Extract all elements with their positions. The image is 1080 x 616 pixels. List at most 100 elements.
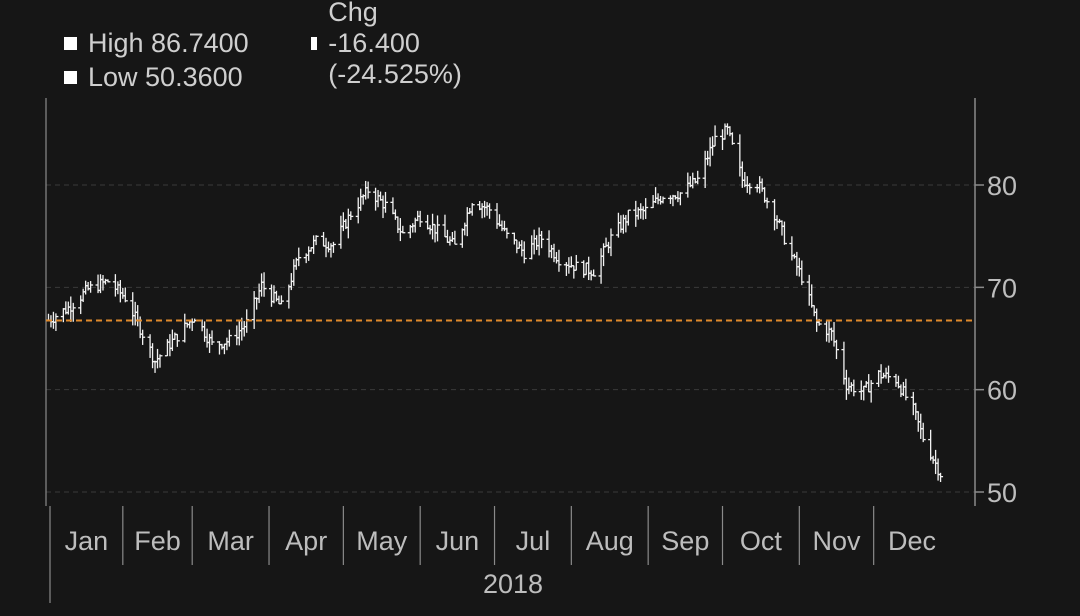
ohlc-bar-131 [499,220,505,232]
ohlc-bar-69 [286,284,292,309]
ohlc-bar-158 [591,269,597,277]
ohlc-bar-145 [549,244,555,259]
x-tick-label-nov: Nov [812,526,861,556]
ohlc-bar-197 [727,126,733,137]
ohlc-bar-65 [271,285,277,304]
grid-layer [46,184,975,493]
ohlc-bar-176 [655,193,661,205]
ohlc-bar-147 [553,251,559,264]
legend-chg: Chg -16.400 (-24.525%) [311,0,469,90]
ohlc-bar-220 [809,284,815,308]
ohlc-bar-83 [330,241,336,253]
ohlc-bar-212 [779,220,785,236]
ohlc-bar-93 [365,181,371,199]
ohlc-bar-193 [712,125,718,147]
ohlc-bar-183 [677,192,683,206]
ohlc-bar-256 [933,449,939,475]
ohlc-bar-230 [843,369,849,400]
ohlc-bar-240 [878,364,884,384]
ohlc-bar-166 [620,214,626,234]
ohlc-bar-122 [467,208,473,215]
ohlc-bar-26 [135,305,141,327]
ohlc-bar-45 [202,321,208,342]
ohlc-bar-254 [928,429,934,461]
ohlc-bar-253 [920,422,926,443]
ohlc-bar-3 [53,313,59,331]
ohlc-bar-149 [563,262,569,276]
ohlc-bar-196 [724,123,730,135]
ohlc-bar-111 [430,213,436,240]
ohlc-bar-218 [799,260,805,286]
ohlc-bar-139 [529,235,535,260]
ohlc-bar-238 [868,380,874,403]
ohlc-bar-178 [660,196,666,204]
ohlc-bar-126 [482,200,488,218]
ohlc-bars [45,123,944,483]
x-tick-label-feb: Feb [134,526,181,556]
ohlc-bar-18 [105,279,111,283]
ohlc-bar-191 [707,137,713,167]
ohlc-bar-247 [900,381,906,397]
ohlc-bar-16 [100,275,106,291]
ohlc-bar-61 [256,283,262,304]
legend-row-1: High 86.7400 Chg -16.400 (-24.525%) [64,0,462,89]
ohlc-bar-64 [269,284,274,307]
ohlc-bar-228 [833,339,839,360]
ohlc-bar-54 [234,325,240,346]
ohlc-bar-77 [311,235,317,254]
legend: High 86.7400 Chg -16.400 (-24.525%) Low … [64,0,462,94]
ohlc-bar-79 [321,231,327,247]
ohlc-bar-39 [182,313,188,343]
ohlc-bar-37 [172,332,178,340]
ohlc-bar-84 [338,215,344,249]
ohlc-bar-6 [65,301,71,315]
ohlc-bar-225 [826,320,832,343]
ohlc-bar-154 [581,260,587,278]
ohlc-bar-171 [638,203,644,219]
ohlc-bar-94 [373,187,379,211]
ohlc-bar-115 [444,229,450,243]
ohlc-bar-134 [511,232,517,245]
ohlc-bar-118 [452,230,458,245]
ohlc-bar-25 [132,301,138,326]
ohlc-bar-17 [102,278,108,285]
ohlc-bar-141 [534,235,540,250]
ohlc-bar-144 [546,230,552,258]
x-tick-label-dec: Dec [888,526,936,556]
ohlc-bar-101 [395,216,401,234]
ohlc-bar-243 [886,365,892,383]
ohlc-bar-244 [893,373,899,387]
ohlc-bar-203 [747,183,753,195]
ohlc-bar-209 [772,199,778,231]
ohlc-bar-182 [675,191,681,203]
ohlc-bar-143 [539,230,545,249]
ohlc-bar-159 [598,248,604,284]
ohlc-bar-165 [618,215,624,233]
ohlc-bar-227 [831,322,837,347]
ohlc-bar-73 [296,247,302,267]
ohlc-bar-148 [556,249,562,272]
ohlc-bar-235 [861,385,867,401]
ohlc-bar-221 [811,304,817,317]
ohlc-bar-138 [521,241,527,264]
ohlc-bar-105 [410,223,416,233]
ohlc-bar-121 [464,207,470,237]
ohlc-bar-9 [78,295,84,315]
legend-chg-swatch [311,36,318,50]
ohlc-bar-51 [221,343,227,355]
ohlc-bar-71 [291,259,297,286]
ohlc-bar-59 [251,291,257,329]
legend-high: High 86.7400 [64,28,249,59]
ohlc-bar-49 [216,341,222,355]
ohlc-bar-92 [363,180,369,200]
ohlc-bar-133 [504,227,510,239]
ohlc-bar-142 [536,227,542,256]
ohlc-bar-168 [625,209,631,226]
ohlc-bar-172 [640,206,646,220]
ohlc-bar-19 [112,274,118,297]
ohlc-bar-128 [487,203,493,219]
ohlc-bar-226 [829,327,835,341]
ohlc-bar-127 [484,202,490,216]
ohlc-bar-36 [169,329,175,351]
